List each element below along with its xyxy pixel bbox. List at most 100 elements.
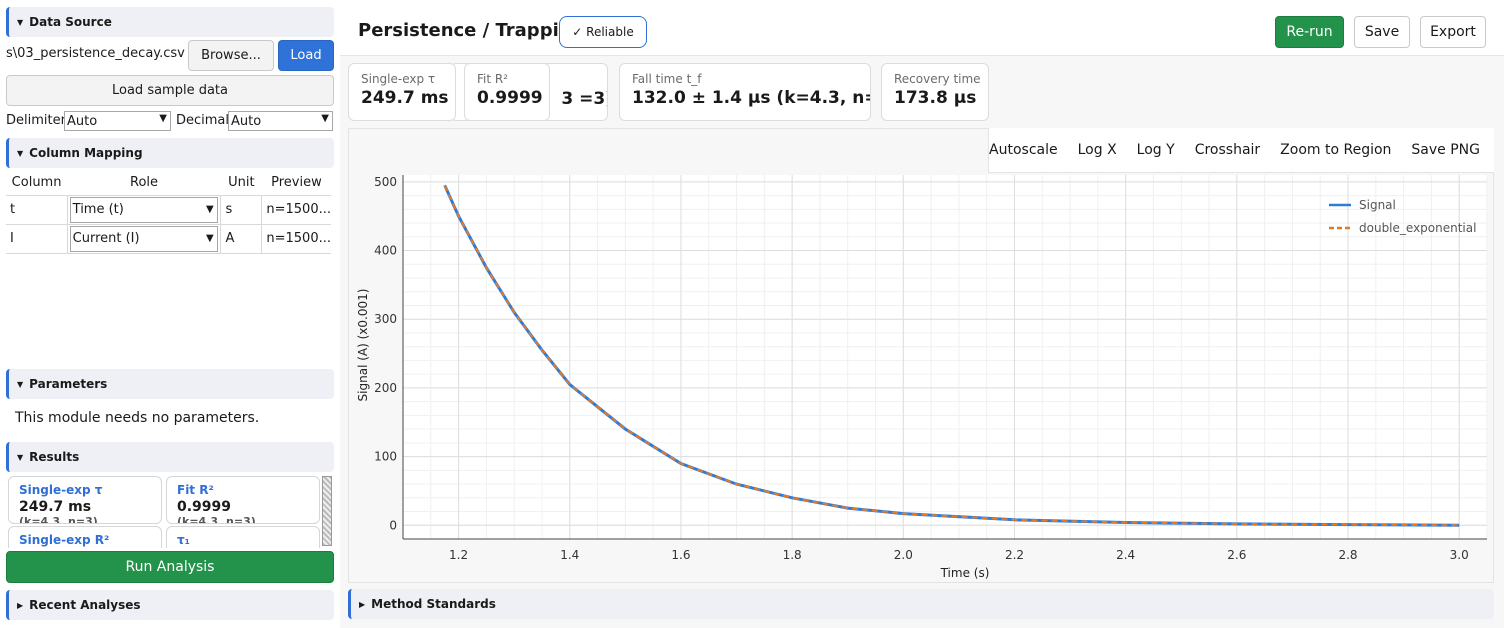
x-tick-label: 1.2 — [449, 548, 468, 562]
kpi-value: 249.7 ms — [361, 88, 449, 108]
column-cell: I — [6, 223, 68, 254]
x-tick-label: 2.8 — [1338, 548, 1357, 562]
results-scrollbar[interactable] — [322, 476, 332, 546]
recent-analyses-header[interactable]: ▶ Recent Analyses — [6, 590, 334, 620]
table-row: t Time (t) ▼ s n=1500... — [6, 194, 331, 224]
chevron-down-icon: ▼ — [17, 452, 24, 462]
chevron-down-icon: ▼ — [205, 203, 214, 215]
x-tick-label: 1.6 — [671, 548, 690, 562]
results-panel: Single-exp τ 249.7 ms (k=4.3, n=3) Fit R… — [6, 474, 334, 548]
decimal-select[interactable]: Auto ▼ — [228, 111, 333, 131]
chart-svg[interactable]: 1.2 1.4 1.6 1.8 2.0 2.2 2.4 2.6 2.8 3.0 0 100 200 300… — [349, 129, 1495, 584]
run-analysis-button[interactable]: Run Analysis — [6, 551, 334, 583]
kpi-label: Recovery time — [894, 72, 981, 86]
save-png-button[interactable]: Save PNG — [1411, 142, 1480, 158]
results-title: Results — [29, 450, 80, 464]
chevron-right-icon: ▶ — [17, 600, 24, 610]
y-tick-label: 100 — [374, 450, 397, 464]
y-tick-label: 200 — [374, 381, 397, 395]
decimal-value: Auto — [231, 113, 262, 129]
delimiter-select[interactable]: Auto ▼ — [64, 111, 171, 131]
chevron-right-icon: ▶ — [359, 599, 366, 609]
kpi-label: Fit R² — [477, 72, 509, 86]
log-y-button[interactable]: Log Y — [1136, 142, 1175, 158]
series-line-fit — [443, 184, 1460, 527]
preview-cell: n=1500... — [261, 223, 331, 254]
y-tick-label: 0 — [389, 518, 397, 532]
kpi-card-r2: Fit R² 0.9999 — [464, 63, 550, 121]
y-axis-label: Signal (A) (x0.001) — [356, 289, 370, 402]
result-label: τ₁ — [177, 533, 190, 547]
chevron-down-icon: ▼ — [17, 17, 24, 27]
kpi-value: 0.9999 — [477, 88, 543, 108]
log-x-button[interactable]: Log X — [1077, 142, 1117, 158]
file-path-input[interactable]: s\03_persistence_decay.csv — [6, 46, 185, 61]
autoscale-button[interactable]: Autoscale — [989, 142, 1058, 158]
x-tick-label: 2.6 — [1227, 548, 1246, 562]
role-value: Time (t) — [72, 201, 124, 217]
chevron-down-icon: ▼ — [205, 232, 214, 244]
unit-cell[interactable]: A — [220, 223, 263, 254]
kpi-value: 173.8 µs — [894, 88, 977, 108]
kpi-card-fall-time: Fall time t_f 132.0 ± 1.4 µs (k=4.3, n=3… — [619, 63, 871, 121]
unit-cell[interactable]: s — [220, 194, 263, 224]
kpi-card-tau: Single-exp τ 249.7 ms — [348, 63, 456, 121]
role-select[interactable]: Current (I) ▼ — [69, 225, 218, 252]
load-button[interactable]: Load — [278, 40, 334, 71]
x-tick-label: 3.0 — [1450, 548, 1469, 562]
y-tick-label: 400 — [374, 244, 397, 258]
method-standards-header[interactable]: ▶ Method Standards — [348, 589, 1494, 619]
x-tick-label: 1.8 — [783, 548, 802, 562]
column-cell: t — [6, 194, 68, 224]
x-axis-label: Time (s) — [940, 566, 990, 580]
result-sub: (k=4.3, n=3) — [177, 515, 256, 524]
preview-cell: n=1500... — [261, 194, 331, 224]
table-row: I Current (I) ▼ A n=1500... — [6, 223, 331, 254]
result-card-single-r2: Single-exp R² — [8, 526, 162, 548]
result-label: Fit R² — [177, 483, 214, 497]
x-tick-label: 2.0 — [894, 548, 913, 562]
kpi-value: 132.0 ± 1.4 µs (k=4.3, n=3) — [632, 88, 870, 108]
kpi-card-recovery: Recovery time 173.8 µs — [881, 63, 989, 121]
column-mapping-header[interactable]: ▼ Column Mapping — [6, 138, 334, 168]
decimal-label: Decimal — [176, 113, 230, 128]
delimiter-value: Auto — [67, 113, 98, 129]
method-standards-title: Method Standards — [371, 597, 496, 611]
parameters-header[interactable]: ▼ Parameters — [6, 369, 334, 399]
x-tick-label: 2.4 — [1116, 548, 1135, 562]
parameters-note: This module needs no parameters. — [15, 410, 260, 426]
rerun-button[interactable]: Re-run — [1275, 16, 1344, 48]
result-label: Single-exp τ — [19, 483, 103, 497]
result-value: 249.7 ms — [19, 499, 92, 515]
chevron-down-icon: ▼ — [17, 379, 24, 389]
column-mapping-table: Column Role Unit Preview t Time (t) ▼ s n… — [6, 171, 331, 254]
kpi-label: Single-exp τ — [361, 72, 436, 86]
browse-button[interactable]: Browse... — [188, 40, 274, 71]
unit-header: Unit — [228, 175, 255, 191]
role-cell: Time (t) ▼ — [67, 194, 222, 224]
results-header[interactable]: ▼ Results — [6, 442, 334, 472]
kpi-label: Fall time t_f — [632, 72, 702, 86]
x-tick-label: 1.4 — [560, 548, 579, 562]
export-button[interactable]: Export — [1420, 16, 1486, 48]
parameters-title: Parameters — [29, 377, 108, 391]
save-button[interactable]: Save — [1354, 16, 1410, 48]
result-card-tau1: τ₁ — [166, 526, 320, 548]
chevron-down-icon: ▼ — [159, 113, 167, 124]
page-title: Persistence / Trapping — [358, 20, 585, 41]
plot-area[interactable]: 1.2 1.4 1.6 1.8 2.0 2.2 2.4 2.6 2.8 3.0 0 100 200 300… — [348, 128, 1494, 583]
role-select[interactable]: Time (t) ▼ — [69, 196, 218, 223]
load-sample-button[interactable]: Load sample data — [6, 75, 334, 106]
result-card-tau: Single-exp τ 249.7 ms (k=4.3, n=3) — [8, 476, 162, 524]
result-label: Single-exp R² — [19, 533, 110, 547]
data-source-header[interactable]: ▼ Data Source — [6, 7, 334, 37]
x-tick-label: 2.2 — [1005, 548, 1024, 562]
y-tick-label: 500 — [374, 175, 397, 189]
result-card-r2: Fit R² 0.9999 (k=4.3, n=3) — [166, 476, 320, 524]
delimiter-label: Delimiter — [6, 113, 66, 128]
legend-label: Signal — [1359, 198, 1396, 212]
column-mapping-title: Column Mapping — [29, 146, 143, 160]
zoom-region-button[interactable]: Zoom to Region — [1280, 142, 1392, 158]
plot-toolbar: Autoscale Log X Log Y Crosshair Zoom to … — [988, 128, 1494, 173]
crosshair-button[interactable]: Crosshair — [1194, 142, 1261, 158]
